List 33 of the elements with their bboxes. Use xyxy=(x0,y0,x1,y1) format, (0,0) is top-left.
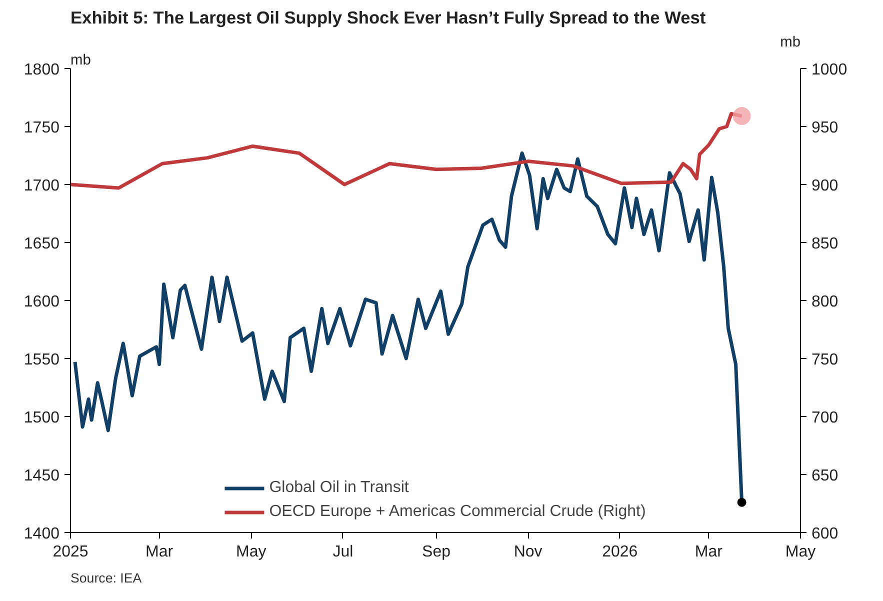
x-tick-label: 2026 xyxy=(602,544,638,560)
x-tick-label: 2025 xyxy=(52,544,88,560)
y2-tick-label: 850 xyxy=(812,236,838,252)
x-tick-label: Mar xyxy=(694,544,724,560)
y-axis-title: mb xyxy=(70,52,91,68)
x-tick-label: Nov xyxy=(514,544,542,560)
y-tick-label: 1650 xyxy=(24,236,60,252)
y-tick-label: 1500 xyxy=(24,410,60,426)
y2-tick-label: 900 xyxy=(812,178,838,194)
y2-tick-label: 800 xyxy=(812,294,838,310)
y2-tick-label: 600 xyxy=(812,526,838,542)
x-tick-label: Sep xyxy=(422,544,451,560)
y-tick-label: 1550 xyxy=(24,352,60,368)
y-tick-label: 1750 xyxy=(24,120,60,136)
y-tick-label: 1450 xyxy=(24,468,60,484)
source-note: Source: IEA xyxy=(70,570,142,586)
x-tick-label: May xyxy=(785,544,816,560)
y-tick-label: 1800 xyxy=(24,62,60,78)
y2-tick-label: 650 xyxy=(812,468,838,484)
x-tick-label: May xyxy=(236,544,266,560)
legend-label: OECD Europe + Americas Commercial Crude (Right) xyxy=(269,503,646,521)
y-tick-label: 1400 xyxy=(24,526,60,542)
y-tick-label: 1700 xyxy=(24,178,60,194)
legend-label: Global Oil in Transit xyxy=(269,479,409,497)
chart-title: Exhibit 5: The Largest Oil Supply Shock Ever Hasn’t Fully Spread to the West xyxy=(70,8,706,28)
y2-tick-label: 950 xyxy=(812,120,838,136)
y-tick-label: 1600 xyxy=(24,294,60,310)
x-tick-label: Mar xyxy=(146,544,174,560)
x-tick-label: Jul xyxy=(332,544,354,560)
y2-tick-label: 1000 xyxy=(812,62,848,78)
y2-axis-title: mb xyxy=(780,34,801,50)
y2-tick-label: 700 xyxy=(812,410,838,426)
y2-tick-label: 750 xyxy=(812,352,838,368)
